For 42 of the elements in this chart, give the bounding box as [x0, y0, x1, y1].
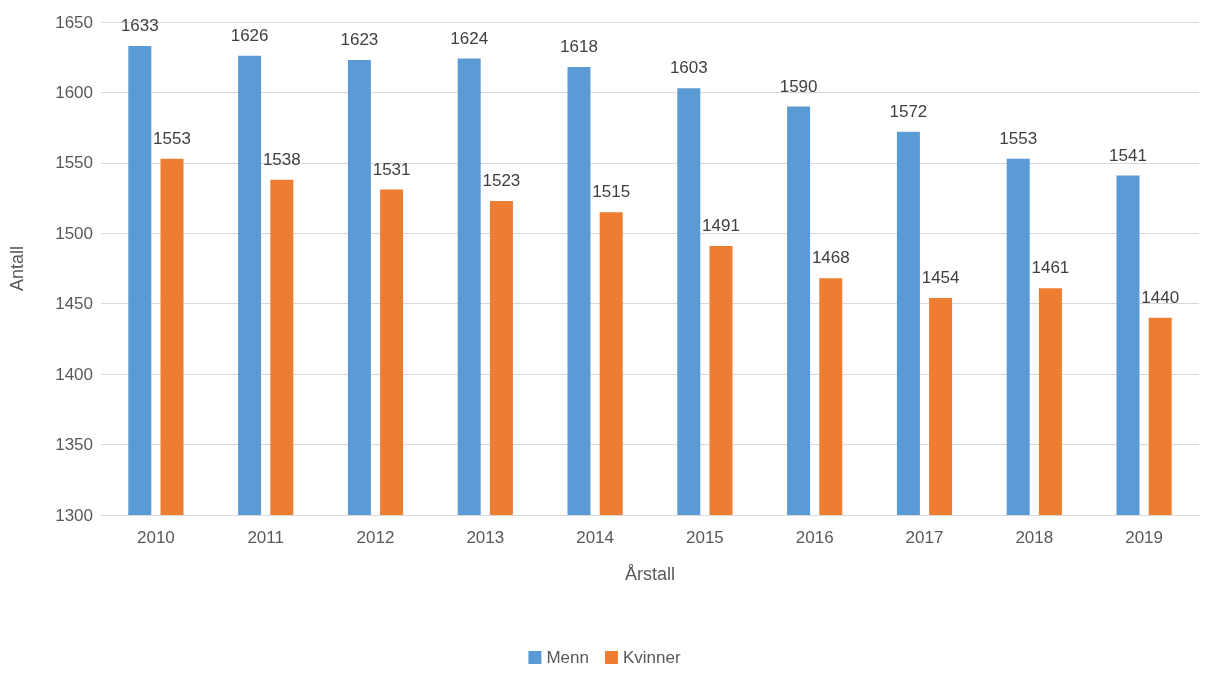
data-label: 1572 — [889, 101, 928, 121]
legend-label: Kvinner — [622, 648, 681, 667]
x-tick-label: 2011 — [247, 528, 284, 547]
data-label: 1468 — [811, 248, 850, 268]
data-label: 1553 — [999, 128, 1038, 148]
y-axis-title: Antall — [7, 245, 27, 292]
y-tick-label: 1550 — [55, 153, 93, 173]
data-label: 1538 — [262, 149, 301, 169]
data-label: 1633 — [120, 15, 159, 35]
x-tick-label: 2016 — [795, 528, 834, 547]
data-label: 1618 — [560, 37, 598, 57]
y-tick-label: 1600 — [55, 82, 93, 102]
data-label: 1553 — [153, 128, 191, 148]
x-tick-label: 2014 — [576, 528, 615, 547]
y-tick-label: 1500 — [55, 223, 93, 243]
x-tick-label: 2012 — [356, 528, 395, 547]
x-tick-label: 2018 — [1015, 528, 1054, 547]
y-tick-label: 1400 — [55, 364, 93, 384]
x-tick-label: 2019 — [1125, 528, 1164, 547]
data-label: 1461 — [1031, 258, 1070, 278]
x-tick-label: 2010 — [136, 528, 175, 547]
x-tick-label: 2013 — [466, 528, 505, 547]
x-tick-label: 2015 — [685, 528, 724, 547]
data-label: 1624 — [450, 28, 489, 48]
data-label: 1623 — [340, 30, 379, 50]
x-axis-title: Årstall — [624, 564, 676, 584]
data-label: 1491 — [702, 215, 740, 235]
data-label: 1590 — [779, 76, 818, 96]
data-label: 1541 — [1109, 145, 1147, 165]
data-label: 1626 — [230, 25, 269, 45]
data-label: 1515 — [592, 182, 631, 202]
data-label: 1531 — [372, 159, 411, 179]
x-tick-label: 2017 — [905, 528, 944, 547]
data-label: 1523 — [482, 170, 521, 190]
data-label: 1454 — [921, 268, 960, 288]
y-tick-label: 1650 — [55, 12, 93, 32]
y-tick-label: 1350 — [55, 435, 93, 455]
y-tick-label: 1450 — [55, 294, 93, 314]
data-label: 1603 — [669, 58, 708, 78]
legend-label: Menn — [546, 648, 589, 667]
y-tick-label: 1300 — [55, 505, 93, 525]
data-label: 1440 — [1141, 287, 1180, 307]
